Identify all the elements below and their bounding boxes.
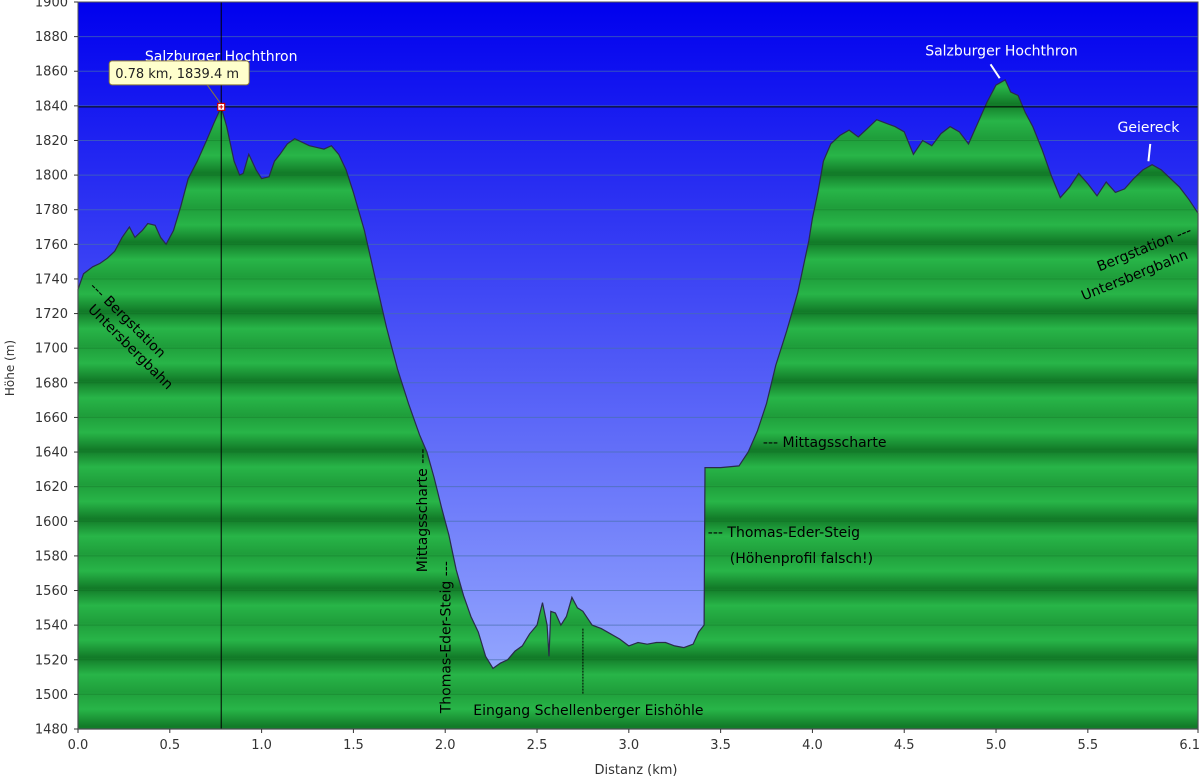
y-tick-label: 1780 [35,203,68,218]
y-tick-label: 1760 [35,238,68,253]
x-tick-label: 3.5 [710,738,731,753]
y-tick-label: 1720 [35,307,68,322]
x-tick-label: 4.0 [802,738,823,753]
y-tick-label: 1640 [35,446,68,461]
y-tick-label: 1520 [35,653,68,668]
x-tick-label: 5.0 [986,738,1007,753]
y-tick-label: 1560 [35,584,68,599]
x-tick-label: 0.5 [159,738,180,753]
tooltip-pointer [206,84,221,104]
x-tick-label: 4.5 [894,738,915,753]
y-tick-label: 1860 [35,65,68,80]
y-tick-label: 1820 [35,134,68,149]
plot-frame [77,1,1199,730]
x-tick-label: 5.5 [1077,738,1098,753]
y-tick-label: 1620 [35,480,68,495]
annotation-label: Thomas-Eder-Steig --- [439,561,455,714]
x-tick-label: 1.0 [251,738,272,753]
tooltip-label: 0.78 km, 1839.4 m [115,67,239,82]
x-axis-label: Distanz (km) [595,763,678,778]
annotation-label: Eingang Schellenberger Eishöhle [473,703,703,719]
y-axis-label: Höhe (m) [3,340,17,396]
y-tick-label: 1880 [35,30,68,45]
y-tick-label: 1800 [35,169,68,184]
x-tick-label: 2.5 [527,738,548,753]
y-tick-label: 1900 [35,0,68,11]
annotation-label: --- Mittagsscharte [763,435,887,451]
annotation-label: Mittagsscharte --- [415,449,431,573]
y-tick-label: 1700 [35,342,68,357]
annotation-leader [989,63,1001,79]
y-tick-label: 1840 [35,99,68,114]
tooltip-box [108,60,250,86]
y-tick-label: 1680 [35,376,68,391]
y-tick-label: 1580 [35,549,68,564]
x-tick-label: 0.0 [68,738,89,753]
grid-lines-front [78,1,1198,730]
annotation-label: --- Thomas-Eder-Steig [708,525,860,541]
annotation-label: Geiereck [1117,120,1180,136]
x-tick-label: 3.0 [618,738,639,753]
y-tick-label: 1500 [35,688,68,703]
y-tick-label: 1600 [35,515,68,530]
y-tick-label: 1660 [35,411,68,426]
crosshair [78,2,1198,729]
tooltip: 0.78 km, 1839.4 m [108,60,250,104]
elevation-area [77,79,1199,730]
x-tick-label: 1.5 [343,738,364,753]
annotation-label: (Höhenprofil falsch!) [730,551,873,567]
annotation-leader [1147,143,1152,162]
y-tick-label: 1540 [35,619,68,634]
y-tick-label: 1740 [35,272,68,287]
annotation-label: Salzburger Hochthron [925,44,1078,60]
x-tick-label: 6.1 [1179,738,1200,753]
x-tick-label: 2.0 [435,738,456,753]
y-tick-label: 1480 [35,723,68,738]
axes: 1480 1500 1520 1540 1560 1580 1600 1620 1640 1660… [35,0,1200,753]
